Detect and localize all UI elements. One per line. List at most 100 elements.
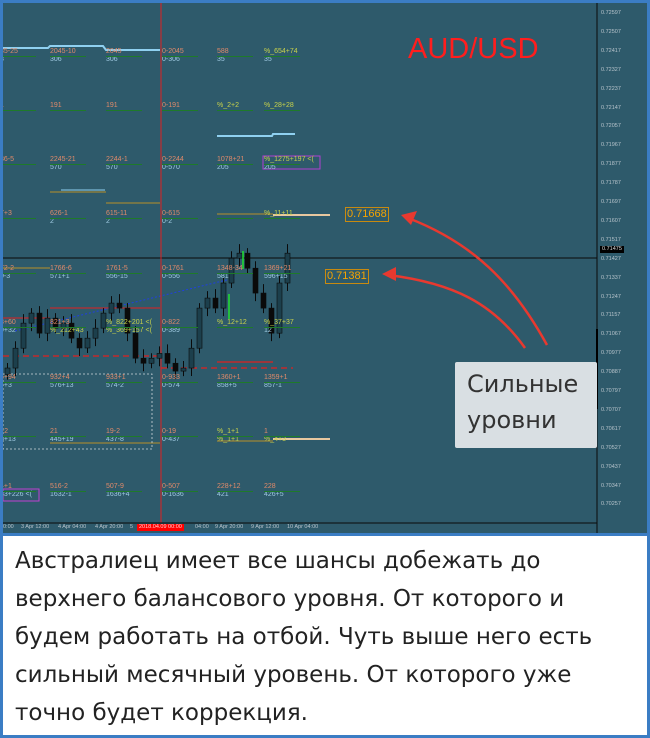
commentary-line: Австралиец имеет все шансы добежать до xyxy=(15,548,541,574)
current-price-label: 0.71475 xyxy=(600,246,624,253)
price-chart[interactable]: 35-2532045-1030620453060-20450-30658835%… xyxy=(3,3,647,533)
level-underline xyxy=(3,327,36,328)
level-volume: 0-570 xyxy=(162,164,180,171)
level-cell: 932+4 576+13 xyxy=(50,374,86,390)
level-volume: %_369+157 <( xyxy=(106,327,152,334)
level-volume: 3 xyxy=(3,56,18,64)
level-volume: 857-1 xyxy=(264,382,282,389)
level-cell: 516-2 1632-1 xyxy=(50,483,86,499)
symbol-label: AUD/USD xyxy=(408,33,539,65)
level-underline xyxy=(162,382,198,383)
y-tick-label: 0.71517 xyxy=(601,236,621,243)
candle xyxy=(236,252,243,259)
level-value: %_1275+197 <( xyxy=(264,156,314,163)
level-cell: %_12+12 xyxy=(217,319,253,328)
candle xyxy=(204,297,211,309)
level-underline xyxy=(162,164,198,165)
candle xyxy=(188,347,195,369)
level-underline xyxy=(217,110,253,111)
level-volume: 306 xyxy=(106,56,118,63)
level-cell: 821+3 %_212+43 xyxy=(50,319,86,335)
level-underline xyxy=(3,218,36,219)
level-underline xyxy=(217,56,253,57)
level-underline xyxy=(106,273,142,274)
level-cell: 0-933 0-574 xyxy=(162,374,198,390)
level-volume: %_212+43 xyxy=(50,327,84,334)
level-underline xyxy=(50,327,86,328)
level-value: 228 xyxy=(264,483,276,490)
level-cell: 21 445+19 xyxy=(50,428,86,444)
level-cell: 6+944+3 xyxy=(3,374,36,390)
candle xyxy=(172,362,179,372)
level-underline xyxy=(3,56,36,57)
level-underline xyxy=(50,382,86,383)
y-tick-label: 0.72147 xyxy=(601,104,621,111)
level-value: 6+94 xyxy=(3,374,16,381)
level-volume: 556-15 xyxy=(106,273,128,280)
level-underline xyxy=(217,327,253,328)
candle xyxy=(52,317,59,329)
y-tick-label: 0.70707 xyxy=(601,406,621,413)
level-cell: +26+13 xyxy=(3,428,36,444)
level-value: 2045 xyxy=(106,48,122,55)
candle xyxy=(108,302,115,314)
level-cell: 228+12 421 xyxy=(217,483,253,499)
level-value: 0-2244 xyxy=(162,156,184,163)
level-cell: 2045-10 306 xyxy=(50,48,86,64)
level-cell: 72-20-3 xyxy=(3,265,36,281)
level-volume: 0-574 xyxy=(162,382,180,389)
level-cell: 0-507 0-1636 xyxy=(162,483,198,499)
level-underline xyxy=(264,164,300,165)
level-cell: 0-1761 0-556 xyxy=(162,265,198,281)
level-value: %_2+2 xyxy=(217,102,239,109)
level-underline xyxy=(106,491,142,492)
level-underline xyxy=(50,491,86,492)
arrow-lower xyxy=(387,273,527,349)
level-value: %_654+74 xyxy=(264,48,298,55)
level-volume: 2 xyxy=(106,218,110,225)
candle xyxy=(284,252,291,284)
level-volume: %_12+12 xyxy=(217,319,247,326)
y-tick-label: 0.72327 xyxy=(601,66,621,73)
y-tick-label: 0.71607 xyxy=(601,217,621,224)
candle xyxy=(68,322,75,339)
candles xyxy=(4,244,291,380)
y-tick-label: 0.70347 xyxy=(601,482,621,489)
commentary-box: Австралиец имеет все шансы добежать до в… xyxy=(3,536,647,735)
candle xyxy=(92,327,99,339)
level-volume: 574-2 xyxy=(106,382,124,389)
level-value: 7+3 xyxy=(3,210,12,217)
y-tick-label: 0.70527 xyxy=(601,444,621,451)
level-value: 21 xyxy=(50,428,58,435)
level-underline xyxy=(264,56,300,57)
level-volume: 0-306 xyxy=(162,56,180,63)
level-value: 932+4 xyxy=(50,374,70,381)
level-cell: 7+3 xyxy=(3,210,36,219)
level-underline xyxy=(106,164,142,165)
candle xyxy=(148,357,155,364)
level-value: 0-615 xyxy=(162,210,180,217)
level-value: 2045-10 xyxy=(50,48,76,55)
level-volume: 1632-1 xyxy=(50,491,72,498)
level-underline xyxy=(50,273,86,274)
level-volume: 570 xyxy=(106,164,118,171)
commentary-line: верхнего балансового уровня. От которого… xyxy=(15,586,565,612)
level-underline xyxy=(162,491,198,492)
level-underline xyxy=(3,491,36,492)
candle xyxy=(116,302,123,309)
level-cell: 0-191 xyxy=(162,102,198,111)
level-underline xyxy=(162,436,198,437)
level-volume: 0-1636 xyxy=(162,491,184,498)
level-value: 2244-1 xyxy=(106,156,128,163)
callout-line: уровни xyxy=(467,406,557,434)
callout-box: Сильные уровни xyxy=(455,362,597,448)
level-underline xyxy=(106,436,142,437)
level-underline xyxy=(106,110,142,111)
y-tick-label: 0.71697 xyxy=(601,199,621,205)
level-value: +2 xyxy=(3,428,8,435)
level-volume: 437-8 xyxy=(106,436,124,443)
x-tick-label: 9 Apr 20:00 xyxy=(215,524,244,530)
level-cell: 1078+21 205 xyxy=(217,156,253,172)
level-cell: %_822+201 <(%_369+157 <( xyxy=(106,319,152,335)
candle xyxy=(260,292,267,309)
